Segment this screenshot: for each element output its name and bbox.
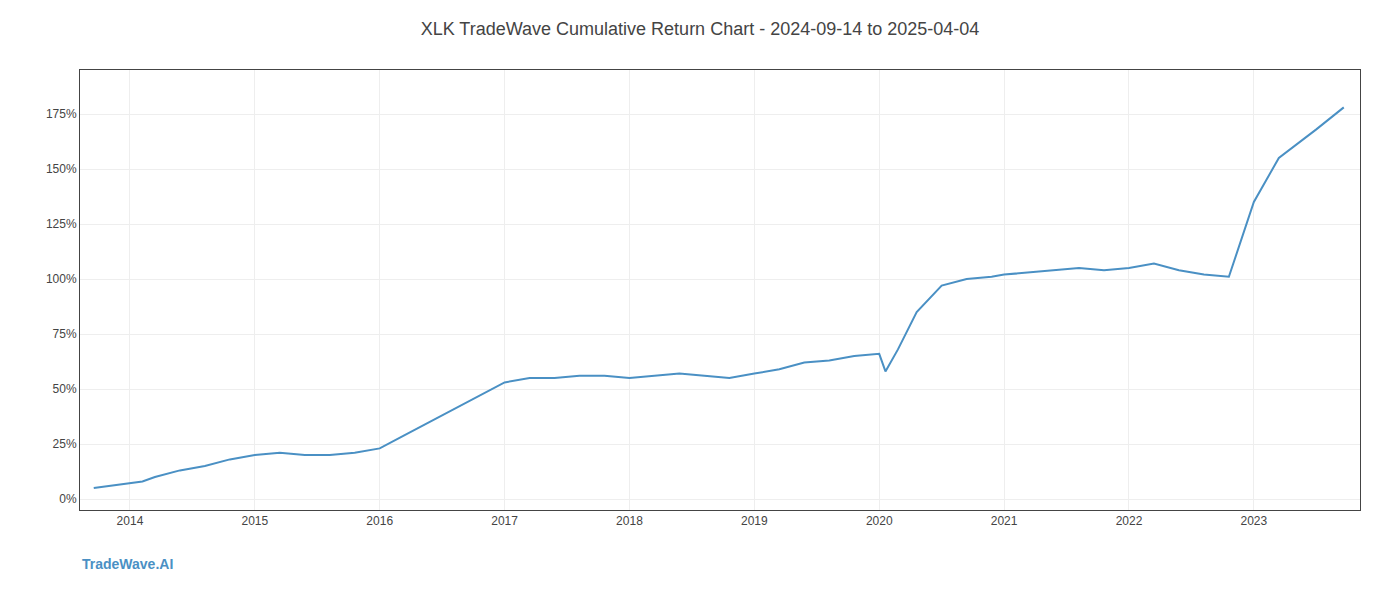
svg-text:2017: 2017 — [491, 514, 518, 528]
svg-text:2021: 2021 — [991, 514, 1018, 528]
svg-text:2022: 2022 — [1116, 514, 1143, 528]
svg-text:2016: 2016 — [366, 514, 393, 528]
svg-text:2023: 2023 — [1240, 514, 1267, 528]
svg-text:2020: 2020 — [866, 514, 893, 528]
svg-text:50%: 50% — [53, 382, 77, 396]
svg-text:TradeWave.AI: TradeWave.AI — [82, 556, 173, 572]
svg-text:100%: 100% — [46, 272, 77, 286]
svg-text:25%: 25% — [53, 437, 77, 451]
svg-text:75%: 75% — [53, 327, 77, 341]
svg-text:125%: 125% — [46, 217, 77, 231]
svg-text:150%: 150% — [46, 162, 77, 176]
svg-text:2018: 2018 — [616, 514, 643, 528]
svg-text:2015: 2015 — [241, 514, 268, 528]
svg-text:175%: 175% — [46, 107, 77, 121]
svg-text:XLK TradeWave Cumulative Retur: XLK TradeWave Cumulative Return Chart - … — [421, 19, 980, 39]
svg-text:2014: 2014 — [117, 514, 144, 528]
svg-text:0%: 0% — [59, 492, 77, 506]
svg-text:2019: 2019 — [741, 514, 768, 528]
